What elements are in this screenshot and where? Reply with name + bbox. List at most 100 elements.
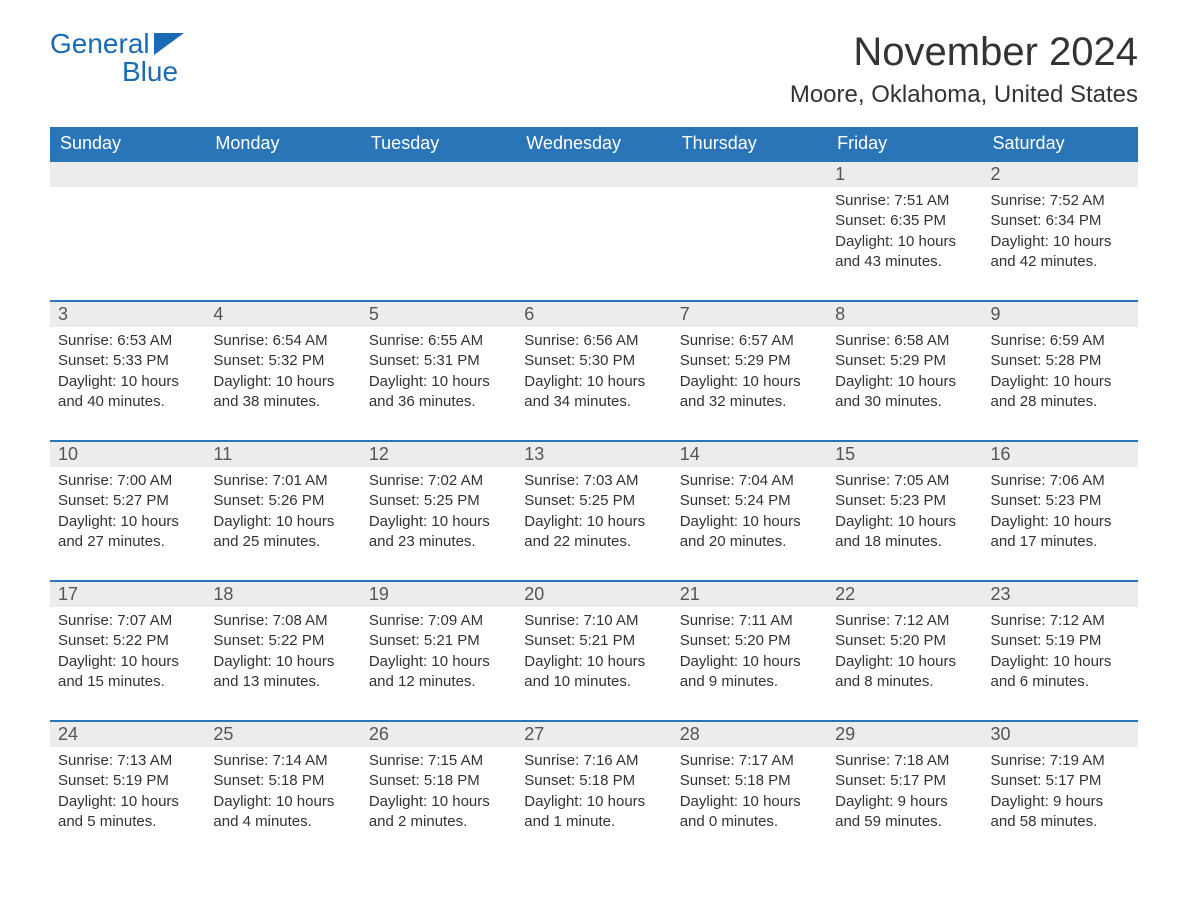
daylight1-text: Daylight: 10 hours	[213, 652, 352, 672]
daylight2-text: and 22 minutes.	[524, 532, 663, 552]
sunset-text: Sunset: 5:31 PM	[369, 351, 508, 371]
day-number	[672, 161, 827, 187]
day-number: 28	[672, 721, 827, 747]
sunrise-text: Sunrise: 7:06 AM	[991, 471, 1130, 491]
sunrise-text: Sunrise: 6:54 AM	[213, 331, 352, 351]
day-header: Thursday	[672, 127, 827, 161]
day-number: 1	[827, 161, 982, 187]
day-cell	[361, 187, 516, 301]
day-cell: Sunrise: 7:00 AMSunset: 5:27 PMDaylight:…	[50, 467, 205, 581]
sunset-text: Sunset: 5:18 PM	[213, 771, 352, 791]
sunset-text: Sunset: 5:29 PM	[680, 351, 819, 371]
sunrise-text: Sunrise: 7:13 AM	[58, 751, 197, 771]
week-daynum-row: 17181920212223	[50, 581, 1138, 607]
day-number: 19	[361, 581, 516, 607]
day-number: 29	[827, 721, 982, 747]
sunrise-text: Sunrise: 6:56 AM	[524, 331, 663, 351]
daylight2-text: and 42 minutes.	[991, 252, 1130, 272]
day-number: 14	[672, 441, 827, 467]
day-cell: Sunrise: 7:07 AMSunset: 5:22 PMDaylight:…	[50, 607, 205, 721]
day-cell	[205, 187, 360, 301]
week-content-row: Sunrise: 6:53 AMSunset: 5:33 PMDaylight:…	[50, 327, 1138, 441]
day-cell: Sunrise: 7:01 AMSunset: 5:26 PMDaylight:…	[205, 467, 360, 581]
day-cell: Sunrise: 6:54 AMSunset: 5:32 PMDaylight:…	[205, 327, 360, 441]
logo-word1: General	[50, 30, 150, 58]
day-cell: Sunrise: 7:14 AMSunset: 5:18 PMDaylight:…	[205, 747, 360, 860]
daylight1-text: Daylight: 10 hours	[680, 792, 819, 812]
sunset-text: Sunset: 5:18 PM	[680, 771, 819, 791]
sunrise-text: Sunrise: 7:15 AM	[369, 751, 508, 771]
daylight1-text: Daylight: 9 hours	[835, 792, 974, 812]
daylight1-text: Daylight: 10 hours	[369, 652, 508, 672]
day-number: 13	[516, 441, 671, 467]
day-cell: Sunrise: 7:17 AMSunset: 5:18 PMDaylight:…	[672, 747, 827, 860]
daylight2-text: and 13 minutes.	[213, 672, 352, 692]
day-cell: Sunrise: 7:13 AMSunset: 5:19 PMDaylight:…	[50, 747, 205, 860]
flag-icon	[154, 33, 184, 55]
daylight1-text: Daylight: 10 hours	[680, 372, 819, 392]
day-number: 2	[983, 161, 1138, 187]
daylight2-text: and 43 minutes.	[835, 252, 974, 272]
daylight1-text: Daylight: 10 hours	[58, 512, 197, 532]
day-cell: Sunrise: 7:15 AMSunset: 5:18 PMDaylight:…	[361, 747, 516, 860]
day-cell: Sunrise: 7:12 AMSunset: 5:20 PMDaylight:…	[827, 607, 982, 721]
daylight1-text: Daylight: 10 hours	[835, 372, 974, 392]
day-cell	[50, 187, 205, 301]
day-number: 22	[827, 581, 982, 607]
daylight2-text: and 28 minutes.	[991, 392, 1130, 412]
day-number: 26	[361, 721, 516, 747]
sunset-text: Sunset: 5:33 PM	[58, 351, 197, 371]
week-daynum-row: 12	[50, 161, 1138, 187]
daylight1-text: Daylight: 10 hours	[991, 372, 1130, 392]
day-header: Wednesday	[516, 127, 671, 161]
day-cell: Sunrise: 7:03 AMSunset: 5:25 PMDaylight:…	[516, 467, 671, 581]
day-cell: Sunrise: 7:10 AMSunset: 5:21 PMDaylight:…	[516, 607, 671, 721]
week-content-row: Sunrise: 7:51 AMSunset: 6:35 PMDaylight:…	[50, 187, 1138, 301]
sunset-text: Sunset: 5:17 PM	[991, 771, 1130, 791]
daylight1-text: Daylight: 10 hours	[991, 652, 1130, 672]
sunrise-text: Sunrise: 7:03 AM	[524, 471, 663, 491]
day-cell: Sunrise: 7:02 AMSunset: 5:25 PMDaylight:…	[361, 467, 516, 581]
sunrise-text: Sunrise: 6:55 AM	[369, 331, 508, 351]
sunrise-text: Sunrise: 7:09 AM	[369, 611, 508, 631]
sunrise-text: Sunrise: 7:01 AM	[213, 471, 352, 491]
day-number: 8	[827, 301, 982, 327]
sunrise-text: Sunrise: 7:10 AM	[524, 611, 663, 631]
daylight1-text: Daylight: 10 hours	[524, 512, 663, 532]
day-cell: Sunrise: 6:56 AMSunset: 5:30 PMDaylight:…	[516, 327, 671, 441]
day-cell: Sunrise: 6:53 AMSunset: 5:33 PMDaylight:…	[50, 327, 205, 441]
daylight1-text: Daylight: 10 hours	[58, 792, 197, 812]
sunset-text: Sunset: 6:34 PM	[991, 211, 1130, 231]
daylight2-text: and 40 minutes.	[58, 392, 197, 412]
sunrise-text: Sunrise: 7:19 AM	[991, 751, 1130, 771]
sunset-text: Sunset: 5:25 PM	[524, 491, 663, 511]
daylight1-text: Daylight: 10 hours	[58, 652, 197, 672]
sunset-text: Sunset: 6:35 PM	[835, 211, 974, 231]
sunset-text: Sunset: 5:17 PM	[835, 771, 974, 791]
day-cell: Sunrise: 7:08 AMSunset: 5:22 PMDaylight:…	[205, 607, 360, 721]
day-number: 16	[983, 441, 1138, 467]
daylight1-text: Daylight: 10 hours	[835, 232, 974, 252]
daylight1-text: Daylight: 10 hours	[524, 652, 663, 672]
day-number: 4	[205, 301, 360, 327]
daylight2-text: and 5 minutes.	[58, 812, 197, 832]
day-cell: Sunrise: 7:05 AMSunset: 5:23 PMDaylight:…	[827, 467, 982, 581]
daylight2-text: and 10 minutes.	[524, 672, 663, 692]
sunset-text: Sunset: 5:26 PM	[213, 491, 352, 511]
sunrise-text: Sunrise: 7:04 AM	[680, 471, 819, 491]
day-cell: Sunrise: 7:11 AMSunset: 5:20 PMDaylight:…	[672, 607, 827, 721]
sunrise-text: Sunrise: 7:02 AM	[369, 471, 508, 491]
day-header: Sunday	[50, 127, 205, 161]
day-cell: Sunrise: 6:59 AMSunset: 5:28 PMDaylight:…	[983, 327, 1138, 441]
logo-word2: Blue	[122, 58, 184, 86]
daylight1-text: Daylight: 10 hours	[213, 792, 352, 812]
day-number: 9	[983, 301, 1138, 327]
day-number: 21	[672, 581, 827, 607]
daylight2-text: and 18 minutes.	[835, 532, 974, 552]
day-number: 20	[516, 581, 671, 607]
day-number	[516, 161, 671, 187]
daylight2-text: and 27 minutes.	[58, 532, 197, 552]
daylight1-text: Daylight: 10 hours	[835, 512, 974, 532]
sunset-text: Sunset: 5:25 PM	[369, 491, 508, 511]
daylight2-text: and 8 minutes.	[835, 672, 974, 692]
